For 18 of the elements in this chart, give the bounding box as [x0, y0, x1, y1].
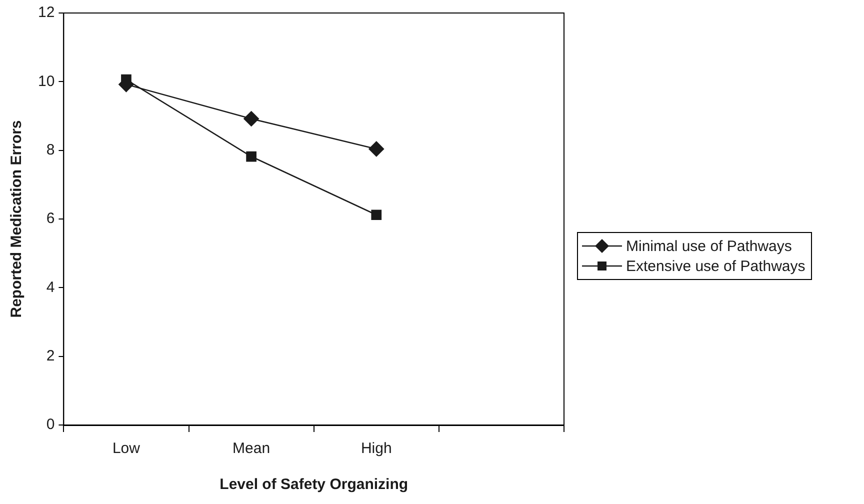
x-axis-title: Level of Safety Organizing: [220, 476, 408, 494]
y-tick-label: 6: [46, 210, 55, 228]
y-tick-label: 4: [46, 278, 55, 296]
legend-label: Extensive use of Pathways: [626, 258, 806, 274]
x-tick-label: Mean: [232, 440, 270, 458]
x-tick-label: High: [360, 440, 392, 458]
legend-label: Minimal use of Pathways: [626, 238, 792, 254]
point: [371, 210, 382, 220]
point: [368, 141, 384, 157]
point: [244, 111, 259, 126]
y-tick-label: 0: [46, 416, 55, 434]
x-tick-label: Low: [112, 440, 140, 458]
y-tick-label: 12: [38, 4, 55, 22]
y-axis-title: Reported Medication Errors: [8, 120, 26, 318]
y-tick-label: 8: [46, 141, 55, 158]
y-tick-label: 2: [46, 347, 55, 364]
y-tick-label: 10: [38, 72, 55, 90]
point: [246, 151, 256, 162]
